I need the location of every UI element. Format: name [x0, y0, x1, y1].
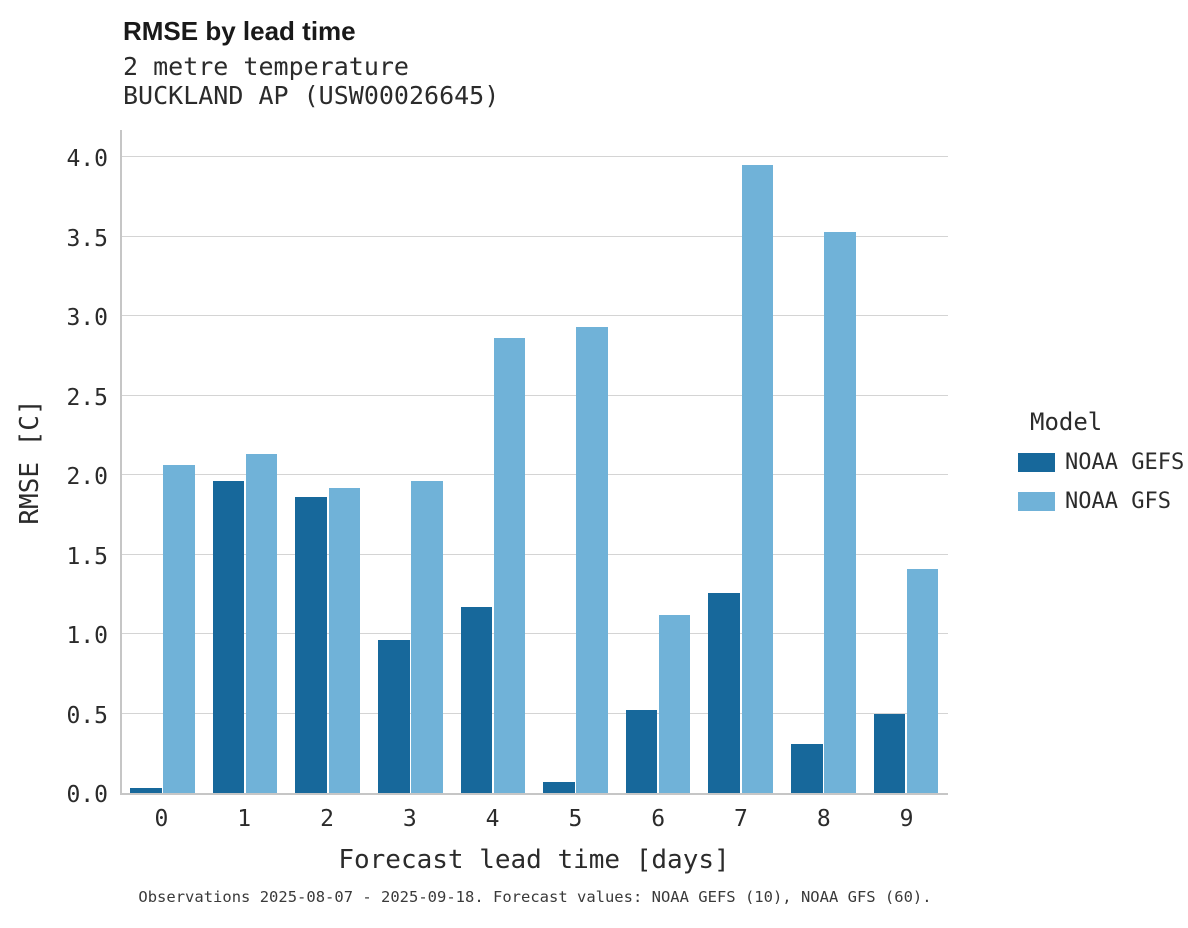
legend-label: NOAA GEFS — [1065, 450, 1185, 475]
caption: Observations 2025-08-07 - 2025-09-18. Fo… — [138, 888, 932, 906]
y-tick-label: 3.0 — [66, 305, 108, 332]
bar-noaa-gefs-lead-8 — [791, 743, 823, 793]
bar-noaa-gefs-lead-6 — [625, 710, 658, 793]
bar-noaa-gefs-lead-3 — [378, 640, 410, 793]
legend-entries: NOAA GEFS NOAA GFS — [1018, 450, 1184, 514]
y-tick-label: 3.5 — [66, 225, 108, 252]
x-axis-title: Forecast lead time [days] — [338, 845, 730, 875]
bar-noaa-gefs-lead-7 — [708, 592, 740, 793]
bar-noaa-gefs-lead-5 — [543, 781, 575, 793]
bar-noaa-gfs-lead-3 — [411, 481, 443, 793]
x-tick-label: 1 — [237, 806, 252, 832]
x-tick-label: 8 — [816, 806, 831, 832]
x-tick-label: 2 — [320, 806, 334, 832]
gridline — [122, 712, 948, 714]
plot-area — [120, 130, 948, 795]
bar-noaa-gefs-lead-1 — [212, 481, 245, 793]
bar-noaa-gfs-lead-0 — [163, 465, 195, 793]
y-tick-label: 1.0 — [66, 623, 108, 650]
x-tick-label: 4 — [485, 806, 500, 832]
bar-noaa-gfs-lead-5 — [576, 327, 608, 793]
bar-noaa-gfs-lead-2 — [328, 487, 361, 793]
chart-subtitle-station: BUCKLAND AP (USW00026645) — [123, 81, 500, 110]
x-tick-label: 0 — [154, 806, 169, 832]
bar-noaa-gfs-lead-1 — [245, 454, 278, 793]
y-tick-label: 0.5 — [66, 702, 108, 729]
legend-swatch-icon — [1018, 453, 1055, 472]
legend-entry: NOAA GFS — [1018, 489, 1184, 514]
x-tick-label: 3 — [402, 806, 417, 832]
gridline — [122, 156, 948, 158]
gridline — [122, 553, 948, 555]
gridline — [122, 394, 948, 396]
y-tick-label: 0.0 — [66, 782, 108, 808]
chart-title: RMSE by lead time — [123, 16, 356, 46]
y-tick-label: 2.5 — [66, 384, 108, 411]
x-tick-label: 6 — [651, 806, 666, 832]
x-tick-label: 5 — [568, 806, 583, 832]
bar-noaa-gefs-lead-0 — [130, 788, 162, 793]
bar-noaa-gfs-lead-6 — [658, 614, 691, 793]
legend: Model NOAA GEFS NOAA GFS — [1018, 408, 1184, 514]
bar-noaa-gfs-lead-4 — [493, 338, 526, 793]
gridline — [122, 633, 948, 635]
bar-noaa-gfs-lead-8 — [824, 231, 856, 793]
bar-noaa-gefs-lead-4 — [460, 606, 493, 793]
bar-noaa-gfs-lead-9 — [906, 568, 939, 793]
legend-label: NOAA GFS — [1065, 489, 1171, 514]
gridline — [122, 235, 948, 237]
legend-entry: NOAA GEFS — [1018, 450, 1184, 475]
x-tick-label: 9 — [899, 806, 914, 832]
x-tick-label: 7 — [734, 806, 748, 832]
y-axis-title: RMSE [C] — [15, 399, 45, 525]
bar-noaa-gefs-lead-2 — [295, 497, 327, 793]
chart-subtitle-variable: 2 metre temperature — [123, 52, 409, 81]
gridline — [122, 315, 948, 317]
y-tick-label: 2.0 — [66, 464, 108, 491]
bar-noaa-gfs-lead-7 — [741, 164, 774, 793]
gridline — [122, 474, 948, 476]
y-tick-label: 4.0 — [66, 146, 108, 173]
bar-noaa-gefs-lead-9 — [873, 713, 906, 793]
x-axis-tick-labels: 0 1 2 3 4 5 6 7 8 9 — [120, 806, 948, 832]
y-tick-label: 1.5 — [66, 543, 108, 570]
legend-swatch-icon — [1018, 492, 1055, 511]
legend-title: Model — [1030, 408, 1103, 436]
